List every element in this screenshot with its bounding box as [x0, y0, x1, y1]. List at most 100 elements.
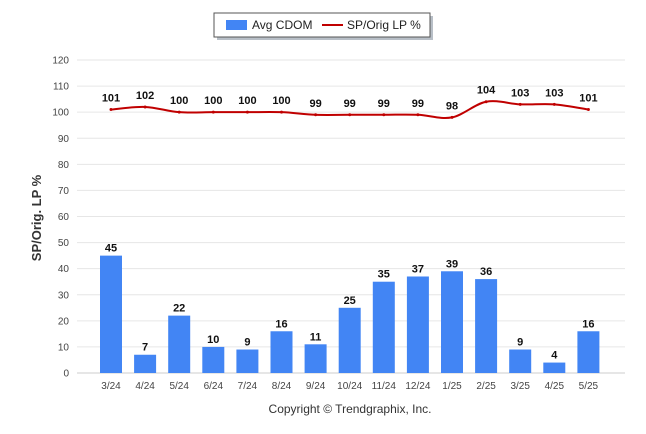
- bar-value-label: 25: [344, 295, 356, 307]
- bar: [577, 331, 600, 373]
- bar: [202, 346, 225, 373]
- bar: [372, 281, 395, 373]
- line-value-label: 99: [412, 98, 424, 110]
- bar-value-label: 35: [378, 269, 390, 281]
- y-tick-label: 40: [58, 264, 70, 275]
- y-tick-label: 100: [52, 108, 69, 119]
- bar: [338, 307, 361, 373]
- bar: [236, 349, 259, 373]
- y-tick-label: 120: [52, 56, 69, 67]
- y-tick-label: 70: [58, 186, 70, 197]
- y-tick-label: 50: [58, 238, 70, 249]
- y-tick-label: 80: [58, 160, 70, 171]
- y-tick-label: 20: [58, 316, 70, 327]
- line-value-label: 103: [511, 87, 529, 99]
- line-point: [211, 110, 215, 114]
- bar-value-label: 16: [275, 318, 287, 330]
- line-point: [280, 110, 283, 114]
- x-tick-label: 3/24: [101, 381, 121, 392]
- bar-value-label: 39: [446, 258, 458, 270]
- line-value-label: 100: [238, 95, 256, 107]
- grid: [77, 59, 625, 374]
- y-axis-label: SP/Orig. LP %: [29, 174, 44, 261]
- legend-label-avg-cdom: Avg CDOM: [252, 18, 312, 32]
- bar: [304, 344, 327, 373]
- bar-value-label: 10: [207, 334, 219, 346]
- bar: [475, 279, 498, 373]
- line-value-label: 99: [344, 98, 356, 110]
- bar: [134, 354, 157, 373]
- bar-value-label: 36: [480, 266, 492, 278]
- x-tick-label: 5/24: [169, 381, 189, 392]
- line-point: [484, 100, 488, 104]
- y-tick-label: 30: [58, 290, 70, 301]
- bar-value-label: 16: [582, 318, 594, 330]
- bar-value-label: 9: [244, 337, 250, 349]
- bar: [270, 331, 293, 373]
- line-value-label: 101: [579, 93, 597, 105]
- line-value-label: 99: [309, 98, 321, 110]
- bar-value-label: 11: [310, 331, 322, 343]
- x-tick-label: 9/24: [306, 381, 326, 392]
- legend-label-sp-orig: SP/Orig LP %: [347, 18, 421, 32]
- line-point: [382, 113, 386, 117]
- line-point: [518, 102, 522, 106]
- x-tick-label: 3/25: [510, 381, 530, 392]
- bar-value-label: 45: [105, 243, 117, 255]
- x-tick-label: 4/25: [545, 381, 565, 392]
- line-value-label: 101: [102, 93, 120, 105]
- line-value-label: 104: [477, 85, 496, 97]
- line-point: [143, 105, 147, 109]
- bar: [441, 271, 463, 373]
- line-value-label: 100: [204, 95, 222, 107]
- bars: 45 7 22 10 9 16 11 25 35 37 39 36 9 4 16: [100, 243, 600, 373]
- line-point: [245, 110, 249, 114]
- line-point: [348, 113, 352, 117]
- y-tick-label: 10: [58, 342, 70, 353]
- line-value-label: 103: [545, 87, 563, 99]
- x-tick-label: 11/24: [372, 381, 397, 392]
- y-tick-label: 0: [63, 369, 69, 380]
- line-point: [314, 113, 318, 117]
- bar-value-label: 7: [142, 342, 148, 354]
- bar: [406, 276, 429, 373]
- bar-value-label: 4: [551, 350, 558, 362]
- x-tick-label: 5/25: [579, 381, 599, 392]
- bar-value-label: 22: [173, 303, 185, 315]
- line-point: [109, 108, 113, 112]
- x-tick-label: 10/24: [337, 381, 362, 392]
- x-tick-label: 8/24: [272, 381, 292, 392]
- line-value-label: 102: [136, 90, 154, 102]
- y-axis-ticks: 0 10 20 30 40 50 60 70 80 90 100 110 120: [52, 56, 69, 380]
- line-point: [177, 110, 181, 114]
- x-axis-ticks: 3/24 4/24 5/24 6/24 7/24 8/24 9/24 10/24 11/24 12…: [101, 381, 598, 392]
- line-value-label: 98: [446, 100, 458, 112]
- bar-value-label: 9: [517, 337, 523, 349]
- bar: [509, 349, 532, 373]
- line-value-label: 100: [272, 95, 290, 107]
- bar: [543, 362, 566, 373]
- line-point: [586, 108, 590, 112]
- legend: Avg CDOM SP/Orig LP %: [213, 12, 433, 40]
- line-point: [416, 113, 420, 117]
- line-value-label: 99: [378, 98, 390, 110]
- line-value-label: 100: [170, 95, 188, 107]
- x-tick-label: 7/24: [238, 381, 258, 392]
- x-tick-label: 1/25: [442, 381, 462, 392]
- bar: [100, 255, 122, 373]
- x-tick-label: 4/24: [135, 381, 155, 392]
- line-series: 101 102 100 100 100 100 99 99 99 99 98 104 103 103 101: [102, 85, 598, 119]
- y-tick-label: 110: [53, 82, 69, 93]
- copyright: Copyright © Trendgraphix, Inc.: [269, 402, 432, 416]
- x-tick-label: 12/24: [405, 381, 430, 392]
- y-tick-label: 90: [58, 134, 70, 145]
- y-tick-label: 60: [58, 212, 70, 223]
- bar-value-label: 37: [412, 263, 424, 275]
- x-tick-label: 2/25: [476, 381, 496, 392]
- legend-swatch-avg-cdom: [226, 20, 247, 30]
- x-tick-label: 6/24: [204, 381, 224, 392]
- line-point: [552, 102, 556, 106]
- bar: [168, 315, 191, 373]
